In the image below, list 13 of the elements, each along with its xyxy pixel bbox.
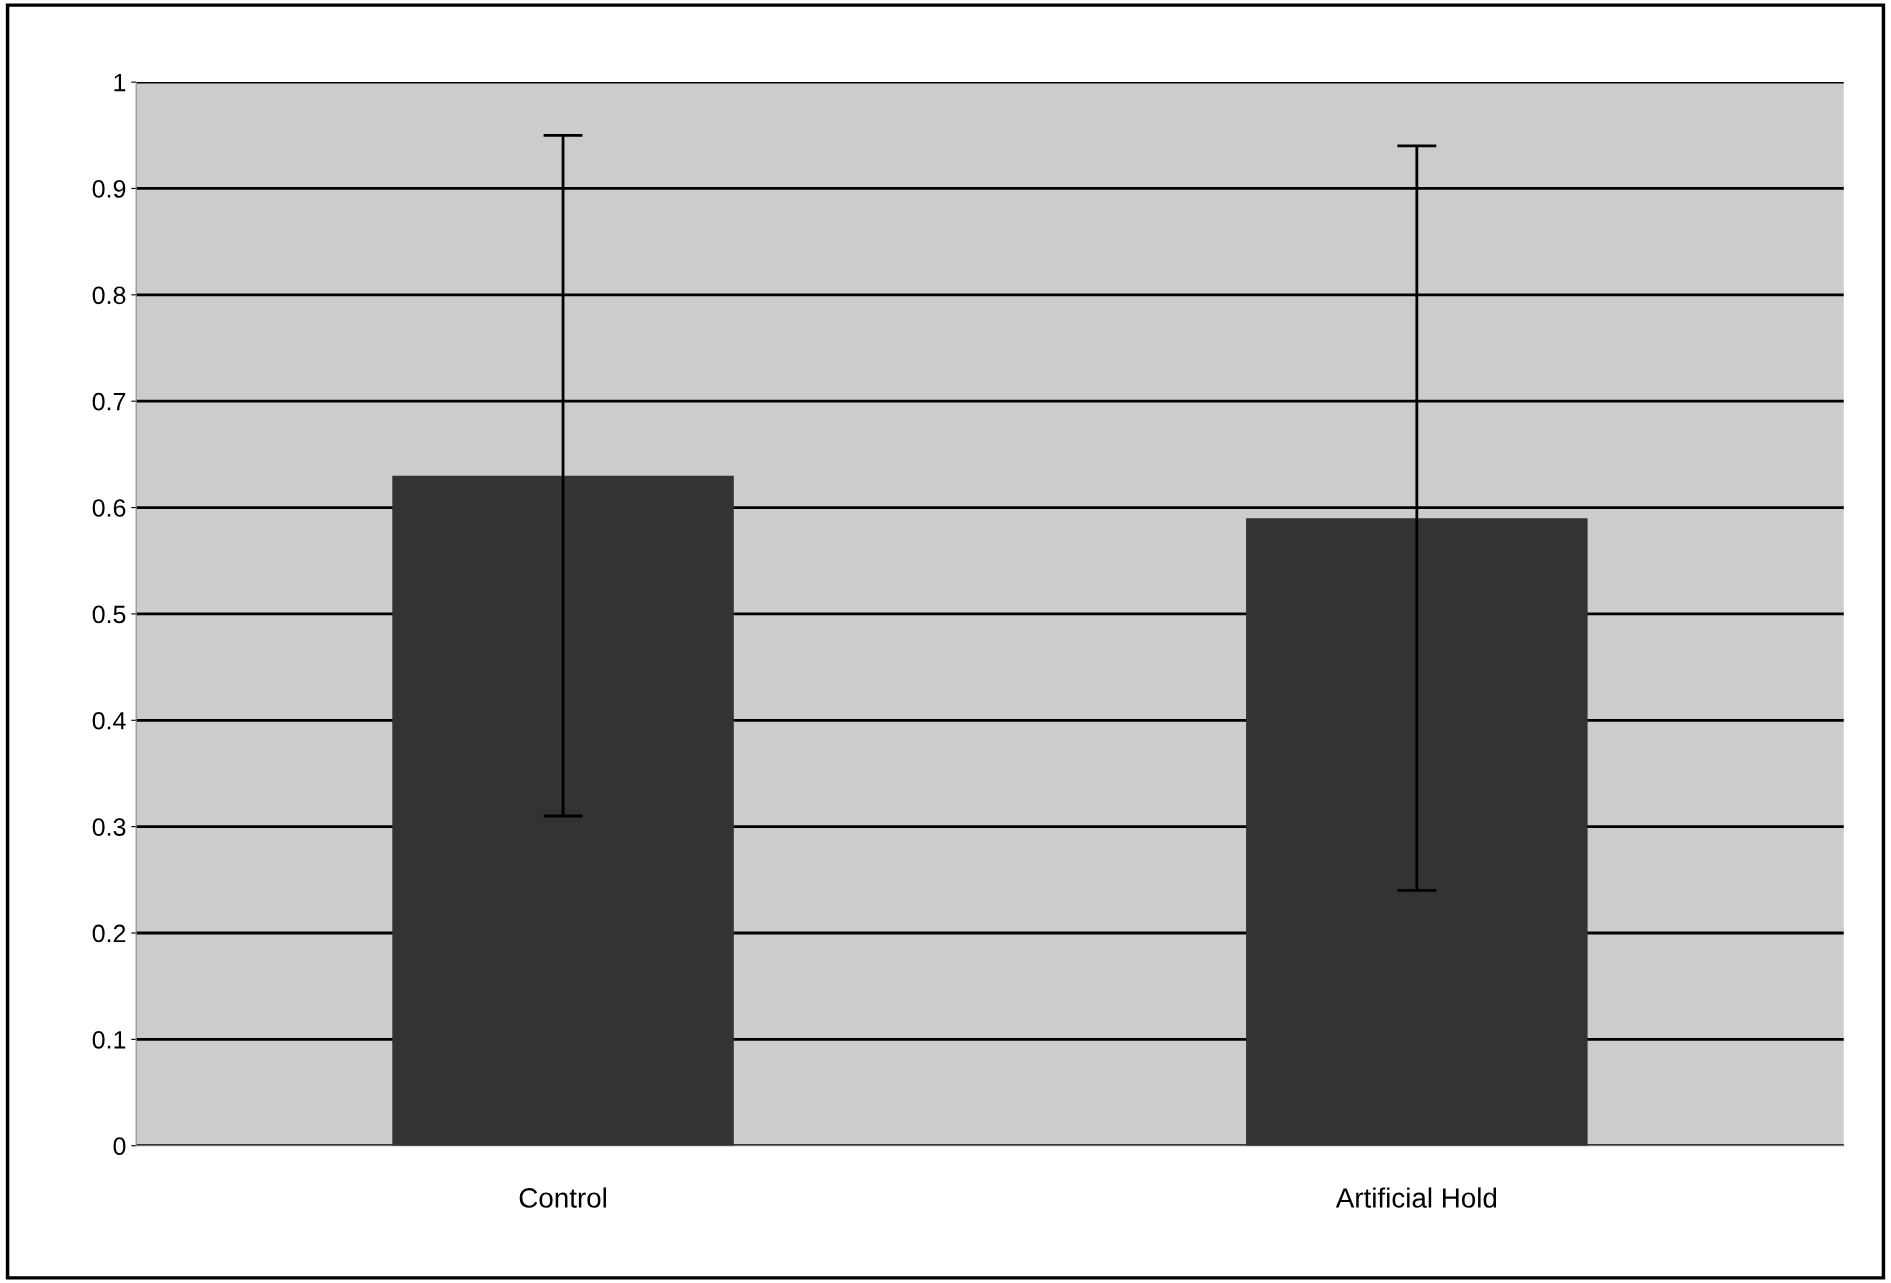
y-tick-label: 0.1 — [92, 1030, 126, 1049]
y-tick-label: 0 — [113, 1137, 126, 1156]
y-tick-label: 0.3 — [92, 818, 126, 836]
y-tick-label: 0.4 — [92, 711, 126, 730]
y-tick-label: 1 — [114, 73, 126, 92]
y-tick-label: 0.2 — [92, 924, 126, 943]
y-tick-label: 0.8 — [92, 286, 126, 305]
y-tick-label: 0.5 — [92, 605, 126, 624]
x-tick-label: Artificial Hold — [1335, 1187, 1497, 1208]
y-tick-label: 0.7 — [92, 392, 126, 411]
y-tick-label: 0.9 — [92, 180, 126, 198]
x-tick-label: Control — [519, 1187, 606, 1208]
y-tick-label: 0.6 — [92, 499, 126, 517]
